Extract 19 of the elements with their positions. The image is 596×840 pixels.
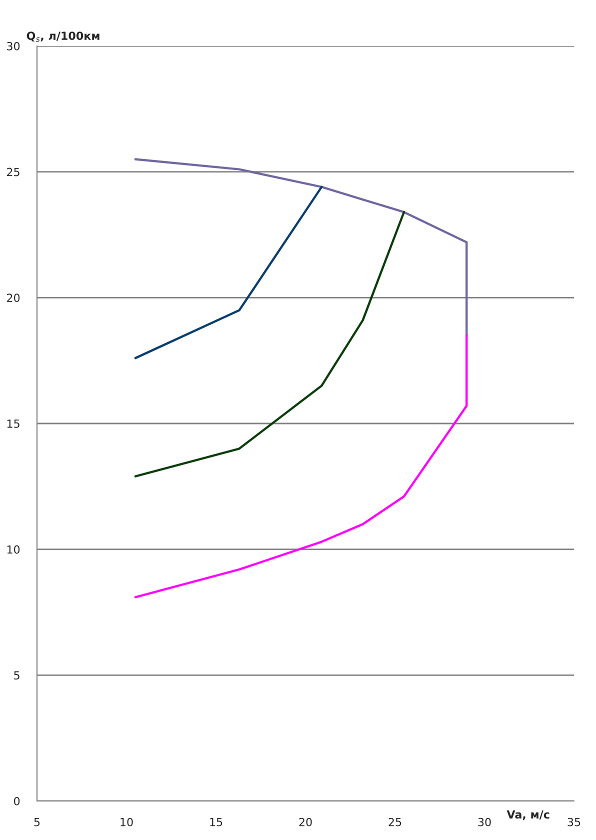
y-tick-label: 20 bbox=[7, 294, 20, 302]
line-series bbox=[134, 210, 406, 478]
y-tick-label: 15 bbox=[7, 420, 20, 428]
x-tick-label: 10 bbox=[120, 818, 133, 826]
x-axis-title: Va, м/с bbox=[506, 810, 550, 820]
y-axis-title: Q$_{s}$, л/100км bbox=[26, 32, 100, 42]
line-series bbox=[134, 158, 468, 337]
y-tick-label: 10 bbox=[7, 545, 20, 554]
x-tick-label: 35 bbox=[568, 818, 580, 826]
y-tick-label: 5 bbox=[14, 671, 20, 680]
x-tick-label: 5 bbox=[34, 818, 40, 826]
y-tick-label: 25 bbox=[7, 168, 20, 176]
y-tick-label: 30 bbox=[7, 42, 20, 50]
line-series bbox=[134, 334, 468, 598]
x-tick-label: 20 bbox=[299, 818, 312, 826]
x-tick-label: 15 bbox=[210, 818, 222, 826]
y-tick-label: 0 bbox=[14, 796, 20, 806]
x-tick-label: 25 bbox=[388, 818, 402, 826]
x-tick-label: 30 bbox=[478, 818, 491, 826]
